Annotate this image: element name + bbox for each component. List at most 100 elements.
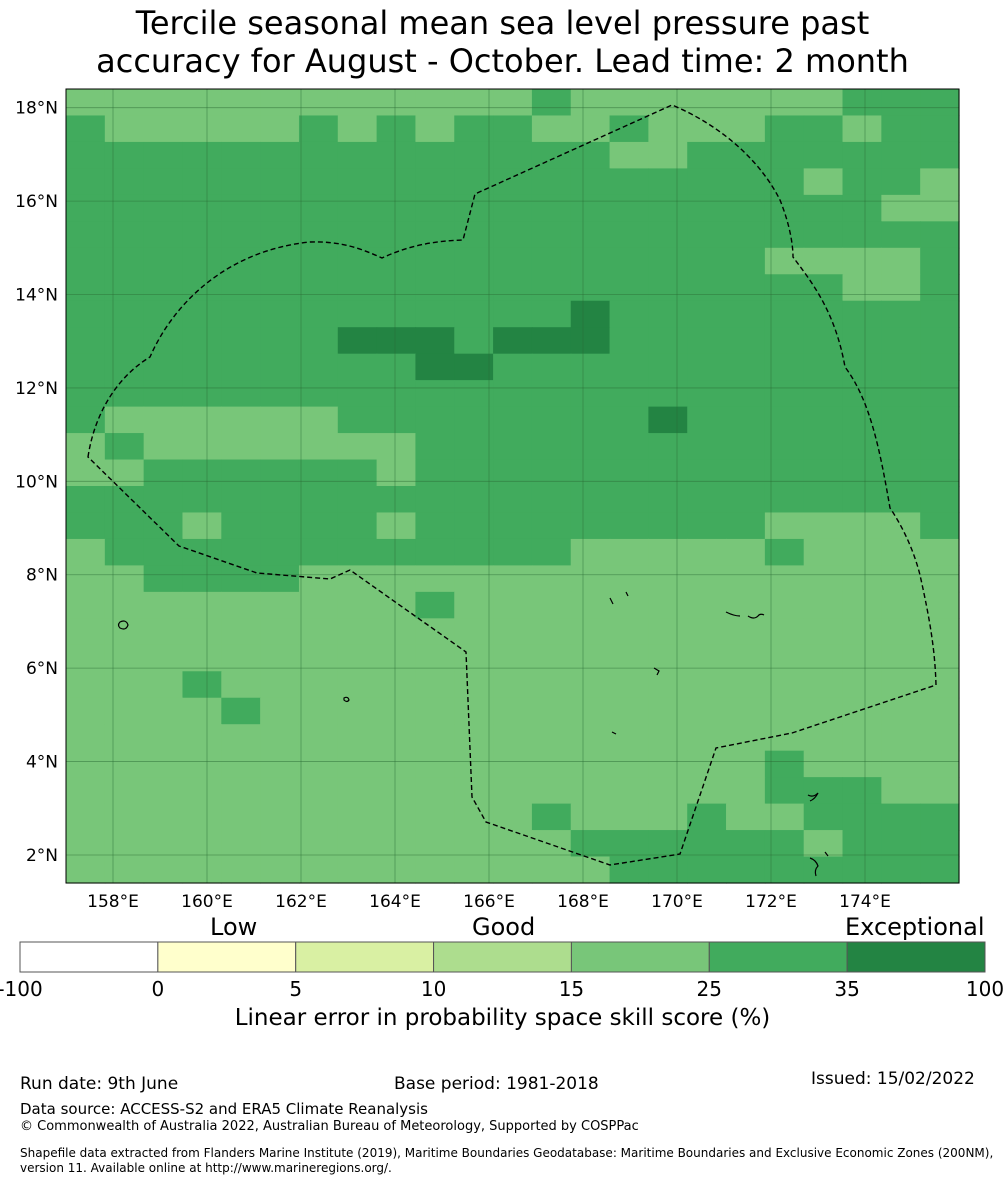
grid-cell <box>687 115 727 143</box>
grid-cell <box>803 803 844 831</box>
grid-cell <box>337 141 378 169</box>
grid-cell <box>376 380 417 408</box>
grid-cell <box>376 512 417 540</box>
grid-cell <box>66 274 106 302</box>
grid-cell <box>609 168 649 196</box>
grid-cell <box>415 856 455 884</box>
grid-cell <box>881 538 921 566</box>
grid-cell <box>337 327 378 355</box>
grid-cell <box>920 459 960 487</box>
grid-cell <box>66 671 106 699</box>
grid-cell <box>803 486 844 514</box>
grid-cell <box>104 247 145 275</box>
grid-cell <box>454 486 494 514</box>
grid-cell <box>415 618 455 646</box>
grid-cell <box>337 486 378 514</box>
grid-cell <box>570 856 611 884</box>
grid-cell <box>648 168 688 196</box>
grid-cell <box>920 777 960 805</box>
grid-cell <box>648 486 688 514</box>
grid-cell <box>143 353 184 381</box>
grid-cell <box>337 89 378 117</box>
grid-cell <box>920 353 960 381</box>
grid-cell <box>842 724 882 752</box>
grid-cell <box>454 221 494 249</box>
grid-cell <box>376 194 417 222</box>
grid-cell <box>104 459 145 487</box>
grid-cell <box>609 830 649 858</box>
grid-cell <box>570 671 611 699</box>
grid-cell <box>66 618 106 646</box>
grid-cell <box>764 591 805 619</box>
grid-cell <box>66 830 106 858</box>
grid-cell <box>415 141 455 169</box>
grid-cell <box>182 406 222 434</box>
grid-cell <box>609 274 649 302</box>
grid-cell <box>337 671 378 699</box>
grid-cell <box>570 538 611 566</box>
grid-cell <box>531 459 572 487</box>
colorbar-tick-label: 35 <box>834 977 859 1001</box>
grid-cell <box>764 856 805 884</box>
grid-cell <box>920 115 960 143</box>
grid-cell <box>454 830 494 858</box>
grid-cell <box>570 274 611 302</box>
grid-cell <box>842 274 882 302</box>
grid-cell <box>143 591 184 619</box>
grid-cell <box>920 327 960 355</box>
grid-cell <box>66 406 106 434</box>
grid-cell <box>104 697 145 725</box>
grid-cell <box>454 777 494 805</box>
grid-cell <box>531 671 572 699</box>
grid-cell <box>726 406 766 434</box>
grid-cell <box>803 777 844 805</box>
grid-cell <box>66 89 106 117</box>
grid-cell <box>726 750 766 778</box>
latitude-tick-label: 12°N <box>15 379 58 399</box>
grid-cell <box>493 538 533 566</box>
grid-cell <box>531 512 572 540</box>
issued-date: Issued: 15/02/2022 <box>811 1069 975 1089</box>
grid-cell <box>609 803 649 831</box>
grid-cell <box>143 141 184 169</box>
grid-cell <box>182 777 222 805</box>
grid-cell <box>376 274 417 302</box>
grid-cell <box>104 724 145 752</box>
grid-cell <box>337 538 378 566</box>
grid-cell <box>260 512 300 540</box>
grid-cell <box>493 194 533 222</box>
grid-cell <box>182 194 222 222</box>
grid-cell <box>298 168 339 196</box>
grid-cell <box>260 697 300 725</box>
grid-cell <box>687 724 727 752</box>
grid-cell <box>66 750 106 778</box>
grid-cell <box>842 512 882 540</box>
grid-cell <box>143 380 184 408</box>
grid-cell <box>726 618 766 646</box>
grid-cell <box>104 89 145 117</box>
grid-cell <box>920 856 960 884</box>
grid-cell <box>415 406 455 434</box>
title-line-1: Tercile seasonal mean sea level pressure… <box>135 4 870 42</box>
grid-cell <box>609 380 649 408</box>
grid-cell <box>143 618 184 646</box>
grid-cell <box>648 697 688 725</box>
grid-cell <box>570 459 611 487</box>
grid-cell <box>221 353 261 381</box>
grid-cell <box>337 724 378 752</box>
grid-cell <box>920 406 960 434</box>
grid-cell <box>143 115 184 143</box>
grid-cell <box>609 618 649 646</box>
latitude-ticks: 18°N 16°N 14°N 12°N 10°N 8°N 6°N 4°N 2°N <box>15 99 58 866</box>
grid-cell <box>298 353 339 381</box>
grid-cell <box>298 724 339 752</box>
grid-cell <box>803 538 844 566</box>
grid-cell <box>104 115 145 143</box>
grid-cell <box>726 141 766 169</box>
grid-cell <box>221 406 261 434</box>
grid-cell <box>182 671 222 699</box>
grid-cell <box>454 353 494 381</box>
grid-cell <box>104 486 145 514</box>
colorbar-ticks: -100 0 5 10 15 25 35 100 <box>0 977 1004 1001</box>
grid-cell <box>337 565 378 593</box>
